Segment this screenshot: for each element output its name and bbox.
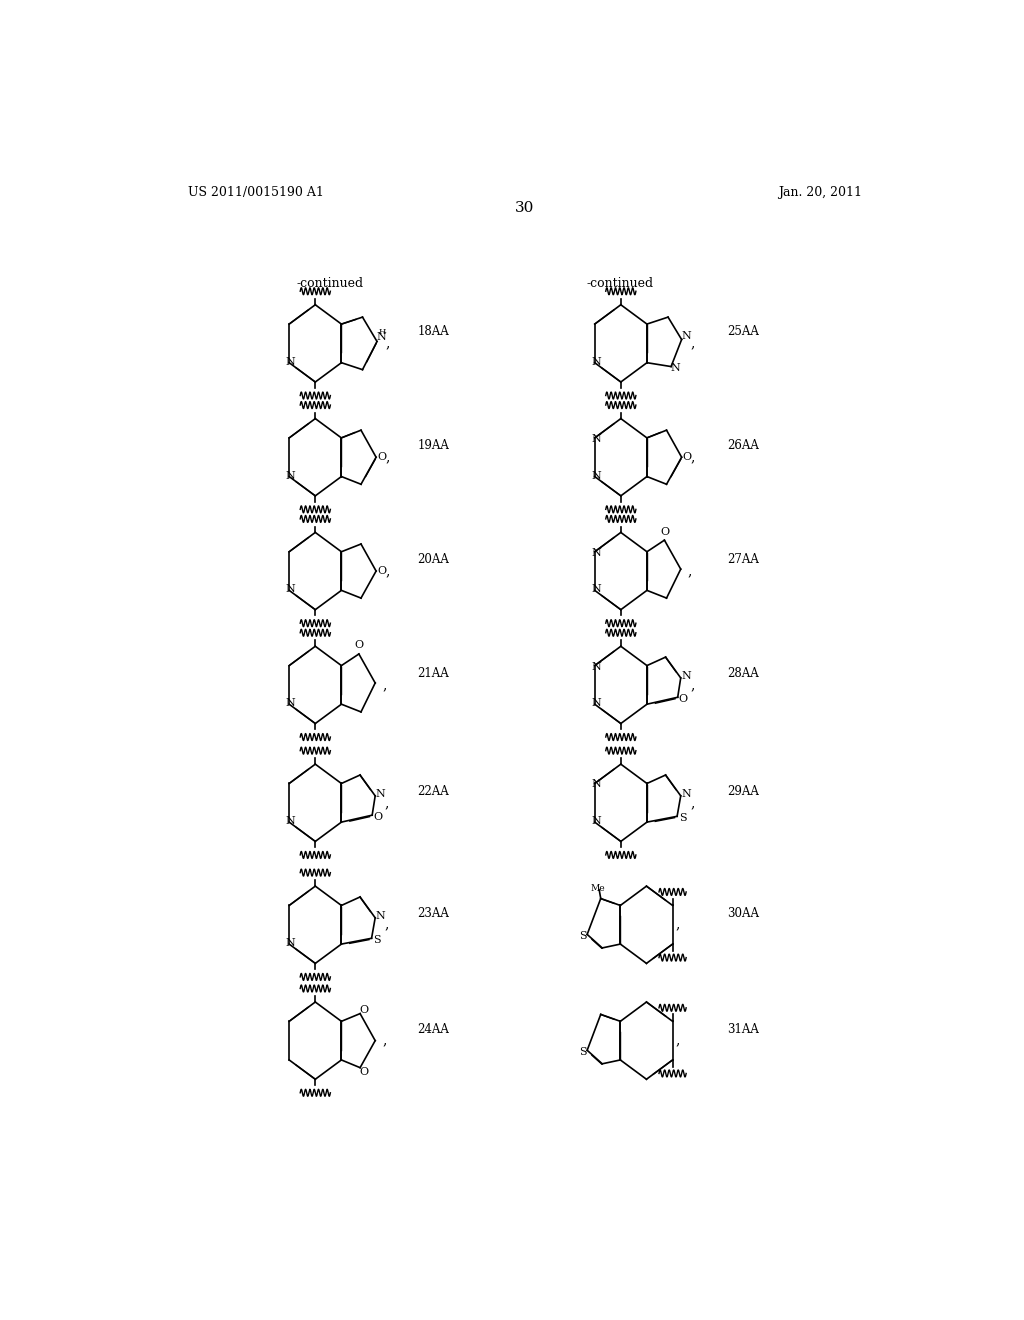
- Text: N: N: [681, 671, 691, 681]
- Text: -continued: -continued: [587, 277, 653, 290]
- Text: N: N: [286, 816, 295, 826]
- Text: Me: Me: [591, 884, 605, 894]
- Text: ,: ,: [691, 337, 695, 350]
- Text: 22AA: 22AA: [418, 784, 450, 797]
- Text: N: N: [591, 548, 601, 558]
- Text: ,: ,: [690, 678, 694, 692]
- Text: 30AA: 30AA: [727, 907, 759, 920]
- Text: N: N: [682, 331, 691, 342]
- Text: ,: ,: [384, 796, 389, 809]
- Text: N: N: [591, 434, 601, 444]
- Text: N: N: [591, 356, 601, 367]
- Text: 23AA: 23AA: [418, 907, 450, 920]
- Text: N: N: [681, 789, 691, 799]
- Text: H: H: [379, 327, 386, 335]
- Text: N: N: [376, 789, 385, 799]
- Text: 18AA: 18AA: [418, 325, 450, 338]
- Text: 30: 30: [515, 201, 535, 215]
- Text: ,: ,: [385, 450, 390, 465]
- Text: -continued: -continued: [297, 277, 364, 290]
- Text: N: N: [377, 331, 386, 342]
- Text: N: N: [286, 585, 295, 594]
- Text: O: O: [359, 1005, 369, 1015]
- Text: N: N: [591, 470, 601, 480]
- Text: 27AA: 27AA: [727, 553, 759, 566]
- Text: O: O: [354, 640, 364, 651]
- Text: ,: ,: [385, 337, 390, 350]
- Text: ,: ,: [382, 678, 386, 692]
- Text: Jan. 20, 2011: Jan. 20, 2011: [778, 186, 862, 199]
- Text: ,: ,: [691, 450, 695, 465]
- Text: 31AA: 31AA: [727, 1023, 759, 1036]
- Text: S: S: [679, 813, 686, 824]
- Text: 24AA: 24AA: [418, 1023, 450, 1036]
- Text: 21AA: 21AA: [418, 667, 450, 680]
- Text: N: N: [376, 911, 385, 921]
- Text: O: O: [660, 527, 670, 537]
- Text: ,: ,: [687, 564, 692, 578]
- Text: N: N: [286, 939, 295, 948]
- Text: O: O: [377, 566, 386, 576]
- Text: N: N: [591, 698, 601, 709]
- Text: N: N: [591, 779, 601, 789]
- Text: 20AA: 20AA: [418, 553, 450, 566]
- Text: N: N: [591, 585, 601, 594]
- Text: S: S: [579, 932, 587, 941]
- Text: O: O: [682, 453, 691, 462]
- Text: ,: ,: [385, 564, 390, 578]
- Text: S: S: [373, 935, 381, 945]
- Text: O: O: [373, 812, 382, 822]
- Text: N: N: [591, 661, 601, 672]
- Text: N: N: [591, 816, 601, 826]
- Text: ,: ,: [384, 917, 389, 932]
- Text: N: N: [671, 363, 680, 374]
- Text: 28AA: 28AA: [727, 667, 759, 680]
- Text: N: N: [286, 356, 295, 367]
- Text: ,: ,: [382, 1034, 386, 1048]
- Text: ,: ,: [690, 796, 694, 809]
- Text: O: O: [679, 694, 688, 704]
- Text: O: O: [359, 1067, 369, 1077]
- Text: ,: ,: [676, 917, 680, 932]
- Text: O: O: [377, 453, 386, 462]
- Text: S: S: [579, 1047, 587, 1057]
- Text: US 2011/0015190 A1: US 2011/0015190 A1: [187, 186, 324, 199]
- Text: 25AA: 25AA: [727, 325, 759, 338]
- Text: 26AA: 26AA: [727, 440, 759, 453]
- Text: 19AA: 19AA: [418, 440, 450, 453]
- Text: N: N: [286, 698, 295, 709]
- Text: 29AA: 29AA: [727, 784, 759, 797]
- Text: ,: ,: [676, 1034, 680, 1048]
- Text: N: N: [286, 470, 295, 480]
